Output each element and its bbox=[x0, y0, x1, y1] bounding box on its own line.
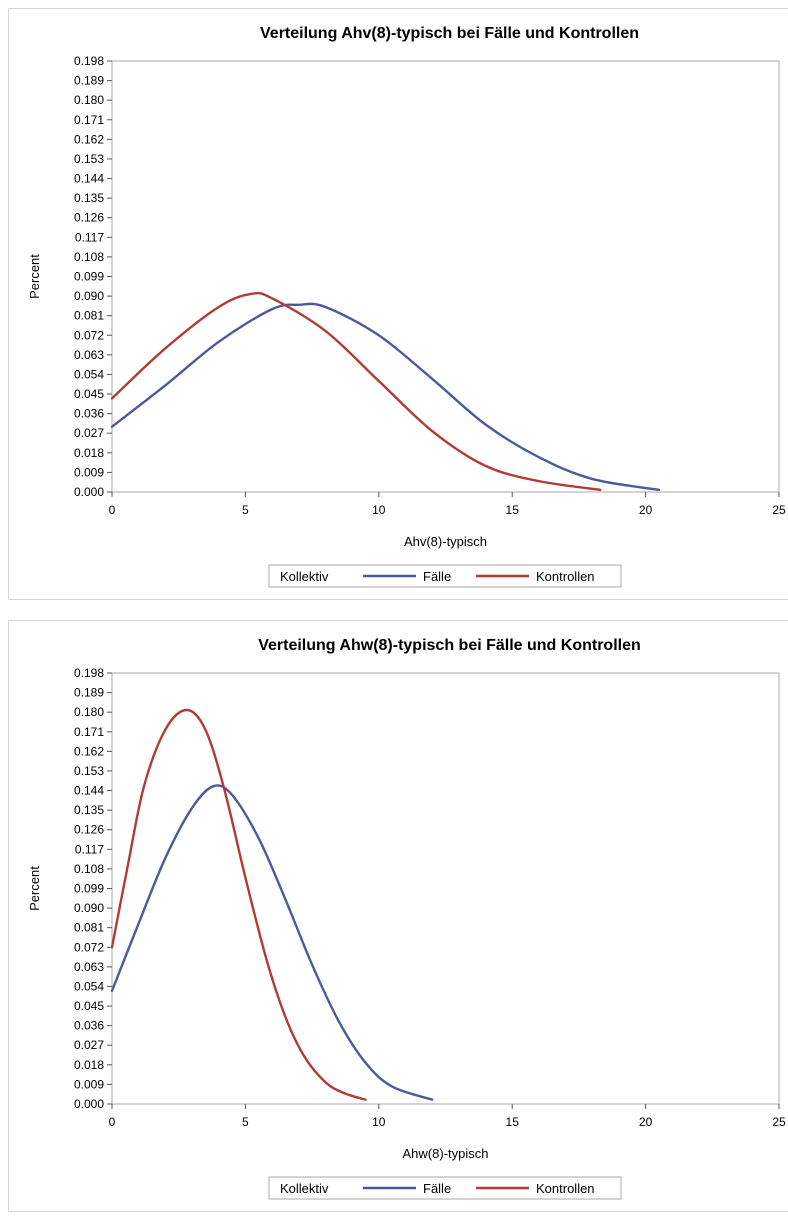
y-tick-label: 0.027 bbox=[74, 1038, 104, 1052]
chart-panel-2: Verteilung Ahw(8)-typisch bei Fälle und … bbox=[8, 620, 788, 1212]
y-tick-label: 0.099 bbox=[74, 270, 104, 284]
legend-label: Fälle bbox=[423, 1181, 451, 1196]
y-tick-label: 0.045 bbox=[74, 387, 104, 401]
plot-frame bbox=[111, 60, 780, 493]
x-tick-label: 25 bbox=[772, 503, 786, 517]
y-tick-label: 0.162 bbox=[74, 132, 104, 146]
y-tick-label: 0.009 bbox=[74, 465, 104, 479]
y-tick-label: 0.189 bbox=[74, 686, 104, 700]
x-tick-label: 20 bbox=[639, 1115, 653, 1129]
y-tick-label: 0.108 bbox=[74, 862, 104, 876]
y-tick-label: 0.063 bbox=[74, 348, 104, 362]
y-tick-label: 0.117 bbox=[75, 842, 104, 856]
x-tick-label: 0 bbox=[109, 503, 116, 517]
y-tick-label: 0.117 bbox=[75, 230, 104, 244]
y-tick-label: 0.045 bbox=[74, 999, 104, 1013]
legend-title: Kollektiv bbox=[280, 1181, 329, 1196]
y-tick-label: 0.000 bbox=[74, 1097, 104, 1111]
y-tick-label: 0.063 bbox=[74, 960, 104, 974]
y-tick-label: 0.081 bbox=[74, 921, 104, 935]
y-tick-label: 0.000 bbox=[74, 485, 104, 499]
y-tick-label: 0.144 bbox=[74, 784, 104, 798]
x-tick-label: 25 bbox=[772, 1115, 786, 1129]
y-tick-label: 0.189 bbox=[74, 74, 104, 88]
y-tick-label: 0.081 bbox=[74, 309, 104, 323]
chart-title: Verteilung Ahv(8)-typisch bei Fälle und … bbox=[260, 25, 639, 42]
x-axis-label: Ahv(8)-typisch bbox=[404, 534, 487, 549]
y-tick-label: 0.162 bbox=[74, 744, 104, 758]
x-tick-label: 10 bbox=[372, 503, 386, 517]
x-tick-label: 15 bbox=[506, 503, 520, 517]
y-tick-label: 0.072 bbox=[74, 328, 104, 342]
y-tick-label: 0.036 bbox=[74, 407, 104, 421]
legend-label: Kontrollen bbox=[536, 569, 595, 584]
y-tick-label: 0.099 bbox=[74, 882, 104, 896]
y-tick-label: 0.018 bbox=[74, 1058, 104, 1072]
series-line-faelle bbox=[110, 784, 434, 1101]
series-line-kontrollen bbox=[110, 291, 602, 492]
legend-title: Kollektiv bbox=[280, 569, 329, 584]
y-tick-label: 0.027 bbox=[74, 426, 104, 440]
y-tick-label: 0.108 bbox=[74, 250, 104, 264]
y-tick-label: 0.018 bbox=[74, 446, 104, 460]
y-tick-label: 0.126 bbox=[74, 823, 104, 837]
chart-panel-1: Verteilung Ahv(8)-typisch bei Fälle und … bbox=[8, 8, 788, 600]
y-axis-label: Percent bbox=[27, 866, 42, 911]
y-tick-label: 0.009 bbox=[74, 1077, 104, 1091]
chart-title: Verteilung Ahw(8)-typisch bei Fälle und … bbox=[258, 637, 641, 654]
legend-label: Kontrollen bbox=[536, 1181, 595, 1196]
y-tick-label: 0.180 bbox=[74, 705, 104, 719]
y-tick-label: 0.090 bbox=[74, 289, 104, 303]
y-tick-label: 0.036 bbox=[74, 1019, 104, 1033]
chart-2-svg: Verteilung Ahw(8)-typisch bei Fälle und … bbox=[27, 637, 786, 1200]
y-tick-label: 0.153 bbox=[74, 764, 104, 778]
y-tick-label: 0.054 bbox=[74, 367, 104, 381]
legend-box bbox=[268, 564, 622, 588]
plot-frame bbox=[111, 672, 780, 1105]
legend-label: Fälle bbox=[423, 569, 451, 584]
series-line-kontrollen bbox=[110, 708, 367, 1101]
series-line-faelle bbox=[110, 302, 661, 492]
y-tick-label: 0.135 bbox=[74, 803, 104, 817]
x-tick-label: 10 bbox=[372, 1115, 386, 1129]
x-tick-label: 5 bbox=[242, 503, 249, 517]
x-tick-label: 20 bbox=[639, 503, 653, 517]
y-tick-label: 0.153 bbox=[74, 152, 104, 166]
x-tick-label: 5 bbox=[242, 1115, 249, 1129]
x-axis-label: Ahw(8)-typisch bbox=[403, 1146, 489, 1161]
y-tick-label: 0.054 bbox=[74, 979, 104, 993]
y-tick-label: 0.135 bbox=[74, 191, 104, 205]
x-tick-label: 0 bbox=[109, 1115, 116, 1129]
y-tick-label: 0.090 bbox=[74, 901, 104, 915]
chart-1-svg: Verteilung Ahv(8)-typisch bei Fälle und … bbox=[27, 25, 786, 588]
y-tick-label: 0.171 bbox=[74, 725, 104, 739]
y-tick-label: 0.171 bbox=[74, 113, 104, 127]
x-tick-label: 15 bbox=[506, 1115, 520, 1129]
y-tick-label: 0.144 bbox=[74, 172, 104, 186]
y-tick-label: 0.198 bbox=[74, 666, 104, 680]
y-tick-label: 0.072 bbox=[74, 940, 104, 954]
y-tick-label: 0.180 bbox=[74, 93, 104, 107]
y-tick-label: 0.198 bbox=[74, 54, 104, 68]
legend-box bbox=[268, 1176, 622, 1200]
y-tick-label: 0.126 bbox=[74, 211, 104, 225]
y-axis-label: Percent bbox=[27, 254, 42, 299]
